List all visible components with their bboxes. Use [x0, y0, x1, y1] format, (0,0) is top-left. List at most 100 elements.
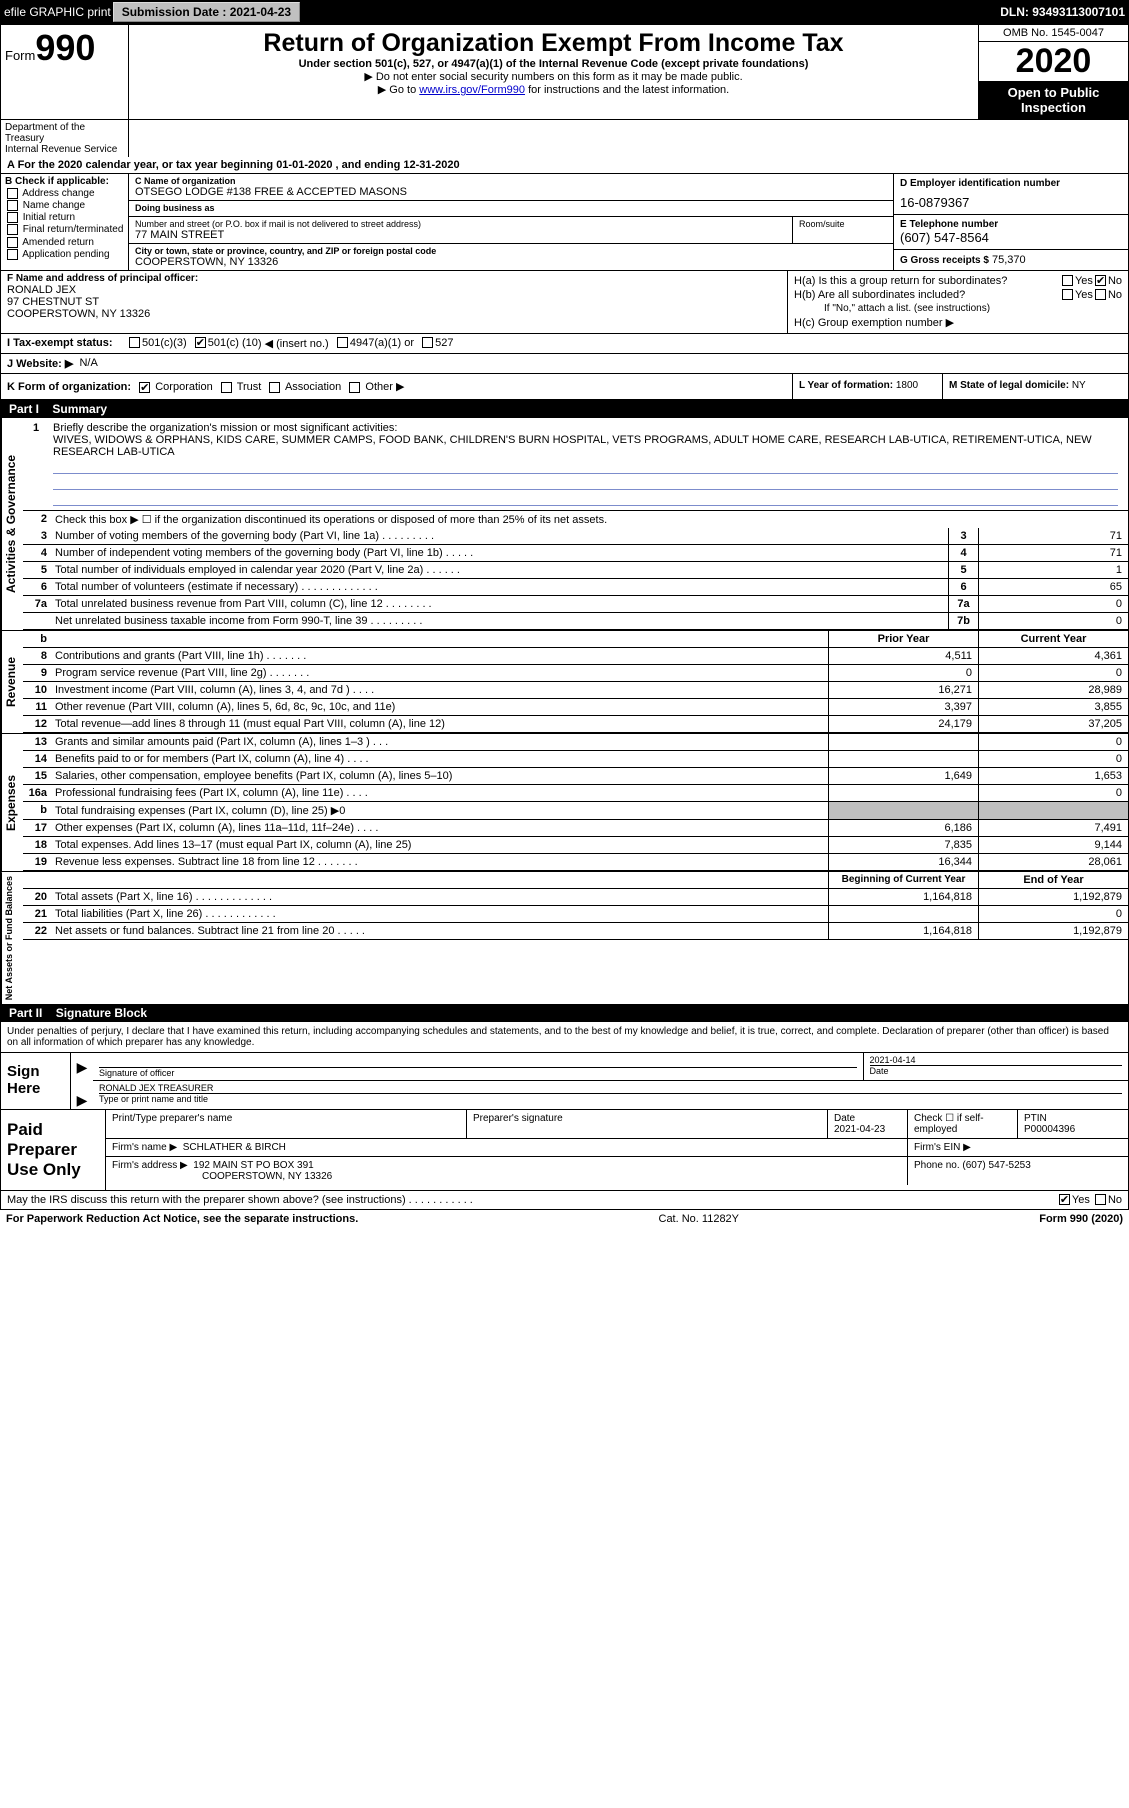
omb-number: OMB No. 1545-0047: [979, 25, 1128, 42]
section-h: H(a) Is this a group return for subordin…: [788, 271, 1128, 333]
current-value: 1,192,879: [978, 923, 1128, 939]
website-label: J Website: ▶: [7, 357, 73, 370]
prior-value: 7,835: [828, 837, 978, 853]
phone-val: (607) 547-5253: [962, 1160, 1030, 1171]
row-text: Grants and similar amounts paid (Part IX…: [51, 734, 828, 750]
row-text: Investment income (Part VIII, column (A)…: [51, 682, 828, 698]
prior-value: [828, 906, 978, 922]
check-corp[interactable]: [139, 382, 150, 393]
arrow-icon: ▶▶: [71, 1053, 93, 1109]
line2-text: Check this box ▶ ☐ if the organization d…: [51, 511, 1128, 528]
section-k: K Form of organization: Corporation Trus…: [1, 374, 793, 399]
section-b: B Check if applicable: Address change Na…: [1, 174, 129, 270]
summary-row: 9 Program service revenue (Part VIII, li…: [23, 665, 1128, 682]
row-text: Other revenue (Part VIII, column (A), li…: [51, 699, 828, 715]
irs-link[interactable]: www.irs.gov/Form990: [419, 84, 525, 96]
part2-title: Signature Block: [56, 1006, 147, 1020]
check-501c3[interactable]: [129, 337, 140, 348]
section-c: C Name of organization OTSEGO LODGE #138…: [129, 174, 893, 270]
firm-addr: Firm's address ▶ 192 MAIN ST PO BOX 391 …: [106, 1157, 908, 1185]
discuss-no-check[interactable]: [1095, 1194, 1106, 1205]
sign-fields: Signature of officer 2021-04-14 Date RON…: [93, 1053, 1128, 1109]
check-initial[interactable]: Initial return: [5, 212, 124, 223]
expenses-body: 13 Grants and similar amounts paid (Part…: [23, 734, 1128, 871]
current-value: 0: [978, 751, 1128, 767]
mission-label: Briefly describe the organization's miss…: [53, 422, 397, 434]
prep-sig: Preparer's signature: [467, 1110, 828, 1138]
prior-value: [828, 734, 978, 750]
section-l: L Year of formation: 1800: [793, 374, 943, 399]
m-label: M State of legal domicile:: [949, 380, 1069, 391]
check-other[interactable]: [349, 382, 360, 393]
row-num: 16a: [23, 785, 51, 801]
line1-num: 1: [33, 422, 39, 434]
date-label: Date: [870, 1066, 889, 1076]
sig-date-value: 2021-04-14: [870, 1055, 1123, 1065]
row-text: Total liabilities (Part X, line 26) . . …: [51, 906, 828, 922]
name-label: Type or print name and title: [99, 1094, 208, 1104]
label-other: Other ▶: [365, 381, 404, 393]
prep-date-lbl: Date: [834, 1113, 855, 1124]
note-pre: ▶ Go to: [378, 84, 419, 96]
cat-number: Cat. No. 11282Y: [358, 1213, 1039, 1225]
check-address[interactable]: Address change: [5, 188, 124, 199]
rule-line: [53, 476, 1118, 490]
firm-name-val: SCHLATHER & BIRCH: [183, 1142, 286, 1153]
submission-button[interactable]: Submission Date : 2021-04-23: [113, 2, 300, 22]
room-box: Room/suite: [793, 217, 893, 243]
row-text: Total number of individuals employed in …: [51, 562, 948, 578]
vtab-expenses: Expenses: [1, 734, 23, 871]
prior-value: 1,649: [828, 768, 978, 784]
check-final[interactable]: Final return/terminated: [5, 224, 124, 235]
l-value: 1800: [896, 380, 918, 391]
check-trust[interactable]: [221, 382, 232, 393]
ha-no-check[interactable]: [1095, 275, 1106, 286]
summary-row: 5 Total number of individuals employed i…: [23, 562, 1128, 579]
blank: [51, 872, 828, 888]
date-rule: [870, 1065, 1123, 1066]
check-527[interactable]: [422, 337, 433, 348]
discuss-yes-check[interactable]: [1059, 1194, 1070, 1205]
current-value: 9,144: [978, 837, 1128, 853]
prior-value: 24,179: [828, 716, 978, 732]
officer-name-line: RONALD JEX TREASURER Type or print name …: [93, 1081, 1128, 1106]
label-assoc: Association: [285, 381, 341, 393]
summary-row: 13 Grants and similar amounts paid (Part…: [23, 734, 1128, 751]
row-num: b: [23, 802, 51, 819]
row-num: 22: [23, 923, 51, 939]
row-box: 4: [948, 545, 978, 561]
phone-box: E Telephone number (607) 547-8564: [894, 215, 1128, 250]
sig-rule: [99, 1067, 857, 1068]
row-text: Revenue less expenses. Subtract line 18 …: [51, 854, 828, 870]
website-value: N/A: [79, 357, 97, 370]
form-number-box: Form990: [1, 25, 129, 119]
entity-section: B Check if applicable: Address change Na…: [1, 174, 1128, 271]
row-text: Net unrelated business taxable income fr…: [51, 613, 948, 629]
check-name[interactable]: Name change: [5, 200, 124, 211]
officer-sig[interactable]: Signature of officer: [93, 1053, 864, 1080]
blank: [51, 631, 828, 647]
korg-row: K Form of organization: Corporation Trus…: [1, 374, 1128, 400]
hb-yes-check[interactable]: [1062, 289, 1073, 300]
officer-name-value: RONALD JEX TREASURER: [99, 1083, 1122, 1093]
hb-note: If "No," attach a list. (see instruction…: [794, 303, 1122, 314]
check-pending[interactable]: Application pending: [5, 249, 124, 260]
prep-selfemp[interactable]: Check ☐ if self-employed: [908, 1110, 1018, 1138]
current-value: 1,192,879: [978, 889, 1128, 905]
row-num: 7a: [23, 596, 51, 612]
row-num: 11: [23, 699, 51, 715]
check-4947[interactable]: [337, 337, 348, 348]
summary-row: 10 Investment income (Part VIII, column …: [23, 682, 1128, 699]
row-text: Total revenue—add lines 8 through 11 (mu…: [51, 716, 828, 732]
rule-line: [53, 492, 1118, 506]
receipts-label: G Gross receipts $: [900, 255, 989, 266]
hb-no-check[interactable]: [1095, 289, 1106, 300]
phone-lbl: Phone no.: [914, 1160, 960, 1171]
form-prefix: Form: [5, 48, 35, 63]
dept-treasury: Department of the Treasury Internal Reve…: [1, 120, 129, 157]
check-assoc[interactable]: [269, 382, 280, 393]
label-501c3: 501(c)(3): [142, 337, 187, 350]
check-amended[interactable]: Amended return: [5, 237, 124, 248]
check-501c[interactable]: [195, 337, 206, 348]
ha-yes-check[interactable]: [1062, 275, 1073, 286]
